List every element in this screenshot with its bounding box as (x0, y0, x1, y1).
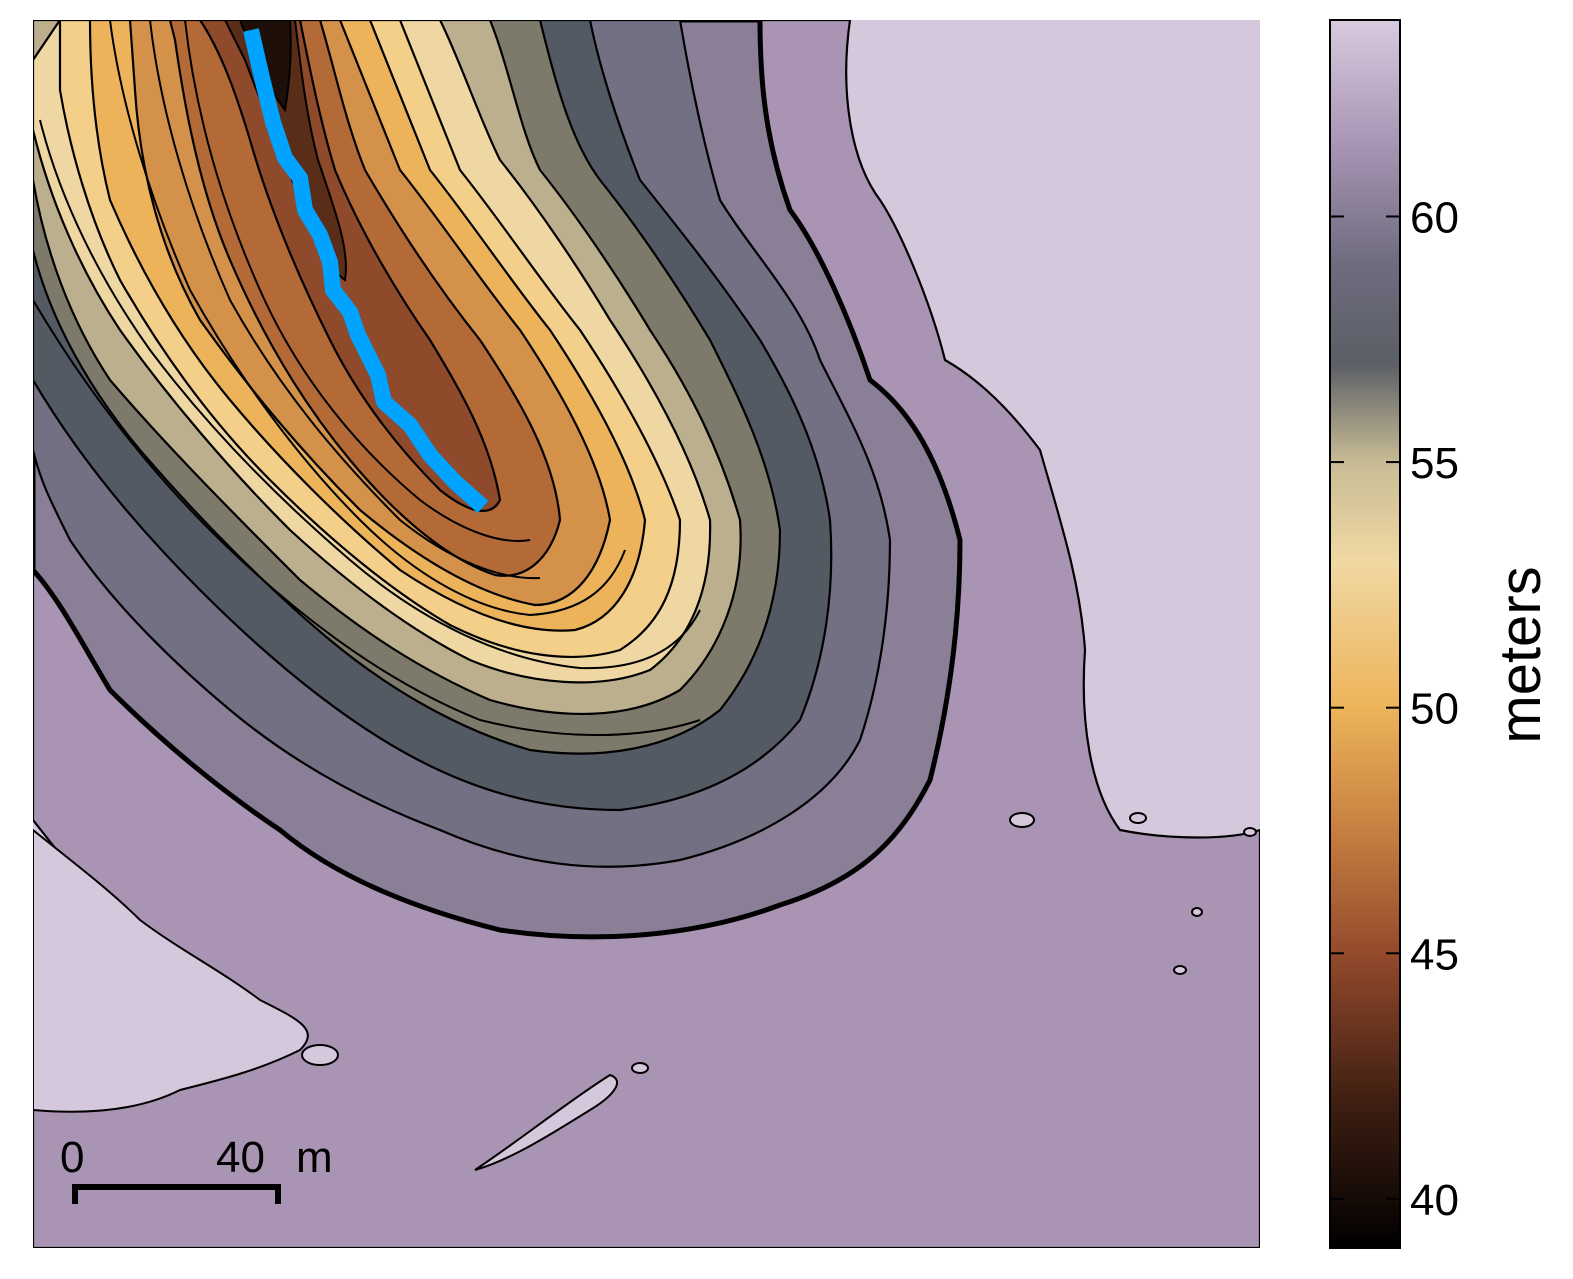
elevation-map (33, 20, 1260, 1248)
contour-lines (33, 20, 701, 736)
colorbar-title: meters (1488, 566, 1553, 743)
colorbar-tick-label: 50 (1410, 685, 1459, 734)
profile-line (243, 28, 489, 513)
colorbar-tick-label: 60 (1410, 193, 1459, 242)
scale-bar-start-label: 0 (60, 1133, 84, 1182)
small-lowland-islands (301, 812, 1257, 1074)
lowland-patch-center (474, 1073, 618, 1171)
colorbar-gradient (1329, 19, 1401, 1249)
colorbar-tick-label: 55 (1410, 439, 1459, 488)
lowland-patch-bottom-left (33, 828, 309, 1113)
colorbar-tick-label: 40 (1410, 1176, 1459, 1225)
colorbar-tick-label: 45 (1410, 930, 1459, 979)
scale-bar-unit: m (296, 1133, 333, 1182)
colorbar: 40 45 50 55 60 meters (1329, 19, 1553, 1249)
colorbar-ticks: 40 45 50 55 60 (1330, 193, 1459, 1225)
scale-bar-end-label: 40 (216, 1133, 265, 1182)
scale-bar: 0 40 m (60, 1133, 333, 1204)
